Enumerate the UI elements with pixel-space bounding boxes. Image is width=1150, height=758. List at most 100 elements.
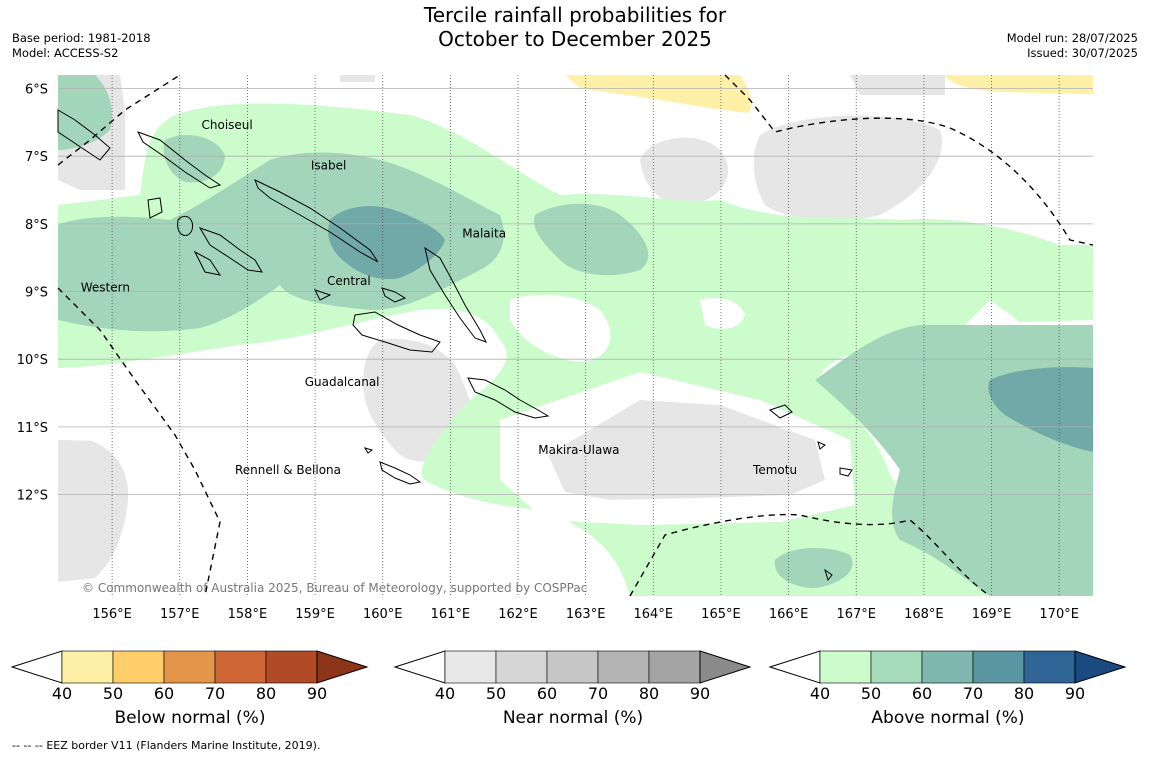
colorbar-tick-label: 90 xyxy=(1065,684,1085,703)
new-georgia-island xyxy=(177,215,263,276)
colorbar-segment xyxy=(597,650,650,684)
place-label: Isabel xyxy=(311,159,346,173)
near-normal-label: Near normal (%) xyxy=(502,708,644,728)
colorbar-lower-extension xyxy=(10,650,63,684)
colorbar-upper-extension xyxy=(699,650,752,684)
isabel-island xyxy=(254,179,379,263)
florida-islands xyxy=(314,287,407,303)
coastlines xyxy=(57,109,853,582)
place-label: Temotu xyxy=(752,463,797,477)
longitude-tick-label: 159°E xyxy=(295,607,335,622)
above-normal-50-region xyxy=(534,203,649,276)
map-title: Tercile rainfall probabilities for Octob… xyxy=(0,3,1150,51)
latitude-tick-label: 7°S xyxy=(25,150,48,165)
above-normal-60-region xyxy=(988,367,1093,452)
place-label: Rennell & Bellona xyxy=(235,463,341,477)
latitude-tick-label: 9°S xyxy=(25,286,48,301)
above-normal-50-region xyxy=(58,75,112,150)
longitude-tick-label: 160°E xyxy=(363,607,403,622)
guadalcanal-island xyxy=(352,311,441,353)
colorbar-segment xyxy=(214,650,267,684)
below-threshold-region xyxy=(58,378,330,442)
place-label: Western xyxy=(81,281,130,295)
longitude-tick-label: 164°E xyxy=(634,607,674,622)
colorbar-tick-label: 70 xyxy=(205,684,225,703)
eez-borders xyxy=(57,74,1094,597)
longitude-tick-label: 158°E xyxy=(228,607,268,622)
longitude-tick-label: 167°E xyxy=(836,607,876,622)
colorbar-segment xyxy=(870,650,923,684)
latitude-tick-label: 11°S xyxy=(17,421,48,436)
longitude-tick-label: 161°E xyxy=(431,607,471,622)
below-normal-40-region xyxy=(565,75,752,113)
longitude-tick-label: 170°E xyxy=(1039,607,1079,622)
place-label: Central xyxy=(327,274,371,288)
colorbar-tick-label: 90 xyxy=(690,684,710,703)
title-line-2: October to December 2025 xyxy=(438,27,712,51)
colorbar-segment xyxy=(648,650,701,684)
place-label: Malaita xyxy=(462,226,506,240)
latitude-tick-label: 6°S xyxy=(25,83,48,98)
longitude-labels: 156°E 157°E 158°E 159°E 160°E 161°E 162°E 163°E… xyxy=(92,607,1079,622)
longitude-tick-label: 163°E xyxy=(566,607,606,622)
above-normal-label: Above normal (%) xyxy=(871,708,1025,728)
colorbar-tick-label: 40 xyxy=(810,684,830,703)
model-run-text: Model run: 28/07/2025 xyxy=(1006,31,1138,45)
eez-legend-symbol: -- -- -- xyxy=(12,739,43,752)
colorbar-tick-label: 50 xyxy=(486,684,506,703)
colorbar-segment xyxy=(163,650,216,684)
santa-cruz-island xyxy=(768,404,853,582)
colorbars: 40 50 60 70 80 90 40 50 60 70 80 90 40 50 60 70 80 90 xyxy=(10,650,1127,703)
colorbar-tick-label: 60 xyxy=(154,684,174,703)
malaita-island xyxy=(424,246,488,343)
colorbar-tick-label: 70 xyxy=(588,684,608,703)
vella-lavella-island xyxy=(147,197,163,219)
makira-island xyxy=(467,377,550,419)
choiseul-island xyxy=(136,131,222,189)
eez-border-line xyxy=(724,74,1094,246)
colorbar-tick-label: 50 xyxy=(861,684,881,703)
colorbar-tick-label: 90 xyxy=(307,684,327,703)
near-normal-region xyxy=(850,75,945,95)
issued-text: Issued: 30/07/2025 xyxy=(1027,46,1138,60)
eez-legend-text: EEZ border V11 (Flanders Marine Institut… xyxy=(46,739,321,752)
colorbar-segment xyxy=(444,650,497,684)
colorbar-segment xyxy=(61,650,114,684)
above-normal-50-region xyxy=(58,152,504,332)
near-normal-region xyxy=(548,400,825,500)
colorbar-segment xyxy=(1023,650,1076,684)
place-label: Makira-Ulawa xyxy=(538,443,619,457)
colorbar-segment xyxy=(265,650,318,684)
colorbar-segment xyxy=(112,650,165,684)
place-labels: Choiseul Isabel Malaita Central Western Guada… xyxy=(81,118,797,477)
latitude-tick-label: 10°S xyxy=(17,353,48,368)
colorbar-tick-label: 60 xyxy=(537,684,557,703)
run-info: Model run: 28/07/2025 Issued: 30/07/2025 xyxy=(1007,31,1138,61)
near-normal-region xyxy=(58,440,129,582)
map-layers xyxy=(58,75,1093,596)
eez-border-line xyxy=(629,513,991,597)
colorbar-lower-extension xyxy=(393,650,446,684)
graticule xyxy=(58,75,1093,596)
longitude-tick-label: 165°E xyxy=(701,607,741,622)
near-normal-region xyxy=(753,115,942,221)
colorbar-segment xyxy=(819,650,872,684)
model-info: Base period: 1981-2018 Model: ACCESS-S2 xyxy=(12,31,151,61)
latitude-tick-label: 8°S xyxy=(25,218,48,233)
latitude-tick-label: 12°S xyxy=(17,489,48,504)
below-normal-40-region xyxy=(945,75,1093,94)
longitude-tick-label: 169°E xyxy=(972,607,1012,622)
colorbar-tick-label: 80 xyxy=(256,684,276,703)
eez-legend: -- -- -- EEZ border V11 (Flanders Marine… xyxy=(12,739,320,752)
rennell-island xyxy=(363,447,422,485)
above-normal-50-region xyxy=(774,548,853,588)
copyright-text: © Commonwealth of Australia 2025, Bureau… xyxy=(82,581,587,595)
longitude-tick-label: 168°E xyxy=(904,607,944,622)
colorbar-tick-label: 40 xyxy=(52,684,72,703)
near-normal-region xyxy=(640,137,729,205)
colorbar-segment xyxy=(921,650,974,684)
colorbar-tick-label: 60 xyxy=(912,684,932,703)
model-text: Model: ACCESS-S2 xyxy=(12,46,119,60)
above-normal-50-region xyxy=(163,135,225,183)
